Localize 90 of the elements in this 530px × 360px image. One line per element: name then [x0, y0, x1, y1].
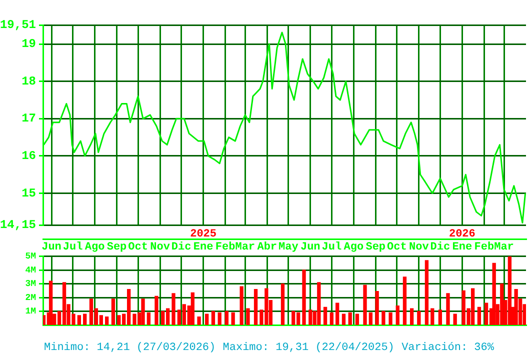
- bar: [205, 314, 209, 325]
- bar: [197, 316, 201, 325]
- bar: [172, 293, 176, 325]
- bar: [492, 262, 496, 325]
- bar: [211, 310, 216, 325]
- y-tick-label: 1M: [25, 306, 36, 317]
- bar: [388, 312, 392, 325]
- y-tick-label: 5M: [25, 252, 36, 262]
- y-tick-label: 3M: [25, 279, 36, 290]
- text: Variación: 36%: [402, 342, 494, 354]
- y-tick-label: 14,15: [0, 218, 36, 232]
- bar: [402, 276, 407, 325]
- bar: [508, 256, 512, 325]
- bar: [438, 310, 442, 325]
- bar: [470, 288, 475, 325]
- x-tick-label: Ago: [344, 241, 364, 254]
- x-tick-label: Ago: [84, 241, 106, 254]
- x-tick-label: Mar: [494, 241, 514, 254]
- x-tick-label: Feb: [215, 241, 236, 254]
- bar: [396, 305, 400, 325]
- bar: [410, 308, 414, 325]
- y-tick-label: 19: [22, 37, 36, 52]
- x-tick-label: Jul: [322, 241, 342, 254]
- y-tick-label: 19,51: [0, 18, 36, 32]
- bar: [77, 315, 81, 325]
- x-tick-label: Dic: [430, 241, 450, 254]
- bar: [111, 298, 116, 325]
- bar: [240, 286, 244, 325]
- bar: [446, 293, 450, 325]
- x-tick-label: Mar: [235, 241, 256, 254]
- bar: [430, 308, 434, 325]
- y-tick-label: 15: [22, 186, 36, 200]
- bar: [382, 310, 386, 325]
- text: Minimo: 14,21 (27/03/2026): [44, 342, 216, 354]
- bar: [484, 302, 488, 325]
- x-tick-label: Feb: [474, 241, 494, 254]
- bar: [254, 289, 258, 325]
- bar: [43, 315, 46, 325]
- bar: [224, 310, 229, 325]
- y-tick-label: 2M: [25, 292, 36, 303]
- x-tick-label: Sep: [366, 241, 386, 254]
- bar: [231, 312, 235, 325]
- bar: [348, 312, 352, 325]
- bar: [246, 308, 250, 325]
- x-tick-label: Ene: [452, 241, 472, 254]
- bar: [302, 270, 306, 325]
- x-tick-label: Jun: [42, 241, 62, 254]
- bar: [342, 314, 346, 325]
- bar: [453, 314, 457, 325]
- bar: [218, 312, 222, 325]
- bar: [363, 284, 367, 325]
- bar: [141, 298, 145, 325]
- bar: [48, 280, 53, 325]
- bar: [146, 312, 151, 325]
- bar: [417, 310, 421, 325]
- bar: [280, 284, 285, 325]
- x2-tick-label: 2026: [448, 228, 476, 240]
- x-tick-label: Abr: [257, 241, 278, 254]
- bar: [424, 260, 429, 325]
- bar: [477, 306, 482, 325]
- bar: [368, 312, 373, 325]
- x-tick-label: Jul: [62, 241, 84, 254]
- bar: [375, 291, 379, 325]
- y-tick-label: 4M: [25, 265, 36, 276]
- bar: [317, 282, 321, 325]
- x-tick-label: May: [278, 241, 299, 254]
- x-tick-label: Ene: [193, 241, 214, 254]
- bar: [330, 312, 334, 325]
- x-tick-label: Jun: [300, 241, 320, 254]
- x-tick-label: Nov: [150, 241, 170, 254]
- bar: [105, 316, 109, 325]
- bar: [500, 284, 504, 325]
- text: Maximo: 19,31 (22/04/2025): [222, 342, 394, 354]
- bar: [514, 289, 518, 325]
- x2-tick-label: 2025: [190, 228, 217, 240]
- x-tick-label: Oct: [128, 241, 148, 254]
- y-tick-label: 18: [22, 74, 36, 88]
- y-tick-label: 17: [22, 112, 36, 126]
- bar: [308, 310, 312, 325]
- x-tick-label: Dic: [171, 241, 192, 254]
- bar: [323, 306, 328, 325]
- x-tick-label: Nov: [408, 241, 430, 254]
- y-tick-label: 16: [22, 148, 36, 163]
- x-tick-label: Oct: [387, 241, 407, 254]
- bar: [355, 314, 360, 325]
- bar: [190, 292, 194, 325]
- bar: [83, 314, 87, 325]
- bar: [336, 302, 340, 325]
- x-tick-label: Sep: [106, 241, 128, 254]
- bar: [154, 296, 158, 325]
